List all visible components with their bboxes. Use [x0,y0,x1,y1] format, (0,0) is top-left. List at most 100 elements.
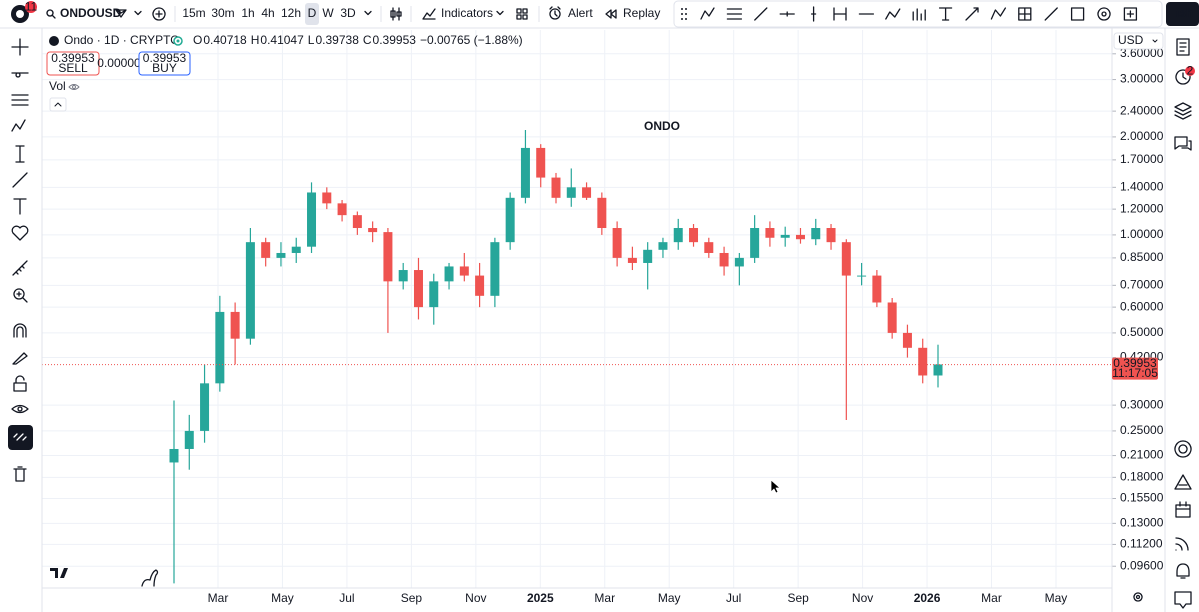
drawing-tool[interactable] [965,7,979,21]
sidebar-button[interactable] [1176,563,1190,579]
indicators-icon[interactable] [422,8,436,20]
alert-button[interactable]: Alert [568,6,593,20]
symbol-chevron[interactable] [134,10,142,16]
symbol-name[interactable]: ONDOUSD [60,6,122,20]
left-tool[interactable] [15,145,25,163]
candle-body [704,242,714,253]
indicators-button[interactable]: Indicators [441,6,493,20]
buy-label[interactable]: BUY [152,61,177,75]
x-tick-label: Jul [726,591,741,605]
alert-icon[interactable] [549,6,561,20]
drawing-tool[interactable] [754,7,768,21]
left-tool[interactable] [11,38,29,56]
left-tool[interactable] [13,466,27,482]
layouts-icon[interactable] [516,8,528,20]
drawing-tool[interactable] [700,7,715,20]
candle-body [169,448,179,463]
candle-body [368,228,378,233]
candle-body [612,228,622,258]
left-tool[interactable] [13,198,27,215]
drawing-tool[interactable] [912,8,926,21]
dino-icon [141,569,159,587]
interval-button[interactable]: 15m [182,6,205,20]
symbol-logo [49,36,59,46]
alerts-badge [1185,66,1195,76]
axis-settings[interactable] [1133,592,1143,602]
symbol-flag[interactable] [115,9,127,18]
publish-button[interactable] [1166,2,1199,26]
compare-icon[interactable] [152,7,166,21]
publish-label[interactable]: ish [1176,6,1193,20]
left-tool[interactable] [11,404,29,414]
countdown-label: 11:17:05 [1112,366,1158,380]
y-tick-label: 2.40000 [1120,103,1164,117]
candle-body [597,197,607,229]
sidebar-button[interactable] [1174,136,1192,151]
sell-label[interactable]: SELL [58,61,88,75]
left-tool[interactable] [11,72,29,78]
buy-price[interactable]: 0.39953 [143,51,187,65]
symbol-description[interactable]: Ondo · 1D · CRYPTO [64,33,180,47]
interval-button[interactable]: 3D [340,6,356,20]
indicators-chevron[interactable] [496,10,504,16]
sidebar-button[interactable] [1174,591,1192,609]
drawing-tool[interactable] [938,7,953,21]
search-icon[interactable] [46,9,56,19]
buy-button[interactable] [138,51,191,76]
left-tool[interactable] [13,375,27,392]
ohlc-value: 0.41047 [260,33,304,47]
drawing-tool[interactable] [1070,7,1085,21]
replay-icon[interactable] [605,9,617,19]
drawing-tool[interactable] [833,7,847,21]
left-tool[interactable] [11,119,26,132]
sidebar-button[interactable] [1174,102,1192,120]
interval-button[interactable]: 4h [261,6,274,20]
currency-label[interactable]: USD [1118,33,1144,47]
left-tool[interactable] [13,433,27,441]
sidebar-button[interactable] [1174,474,1192,490]
interval-button[interactable]: 12h [281,6,301,20]
sidebar-button[interactable] [1176,38,1190,56]
x-tick-label: May [1045,591,1068,605]
currency-select[interactable] [1113,32,1164,50]
drawing-tool[interactable] [1018,7,1032,21]
interval-button[interactable]: D [308,6,317,20]
volume-eye[interactable] [68,84,80,90]
y-tick-label: 0.85000 [1120,250,1164,264]
sidebar-button[interactable] [1174,440,1192,458]
drawing-tool[interactable] [1097,7,1111,21]
drawing-tool[interactable] [726,8,743,20]
left-tool[interactable] [13,323,27,338]
currency-chevron[interactable] [1152,39,1158,43]
y-tick-label: 0.50000 [1120,325,1164,339]
sell-price[interactable]: 0.39953 [51,51,95,65]
interval-button[interactable]: 1h [241,6,254,20]
alerts-badge-count: 2 [1187,64,1194,78]
left-tool[interactable] [13,288,28,303]
left-tool[interactable] [11,225,29,241]
replay-button[interactable]: Replay [623,6,660,20]
sidebar-button[interactable] [1175,537,1189,551]
drawing-tool[interactable] [885,8,901,20]
collapse-legend[interactable] [49,97,67,112]
candle-body [689,228,699,243]
drag-handle[interactable] [681,8,687,20]
interval-button[interactable]: 30m [211,6,234,20]
left-tool[interactable] [12,260,28,276]
left-tool[interactable] [11,94,29,106]
drawing-tool[interactable] [810,6,817,22]
interval-chevron[interactable] [364,10,372,16]
chart-type-icon[interactable] [390,7,402,21]
drawing-tool[interactable] [990,7,1007,20]
drawing-tool[interactable] [1123,7,1138,21]
left-tool[interactable] [12,352,28,365]
left-tool[interactable] [12,172,28,188]
collapse-chevron[interactable] [54,102,62,107]
drawing-tool[interactable] [1044,7,1058,21]
sidebar-button[interactable] [1175,501,1191,518]
sell-button[interactable] [46,51,100,76]
drawing-tool[interactable] [779,11,795,17]
volume-label[interactable]: Vol [49,79,66,93]
candle-body [933,364,943,376]
interval-button[interactable]: W [322,6,334,20]
